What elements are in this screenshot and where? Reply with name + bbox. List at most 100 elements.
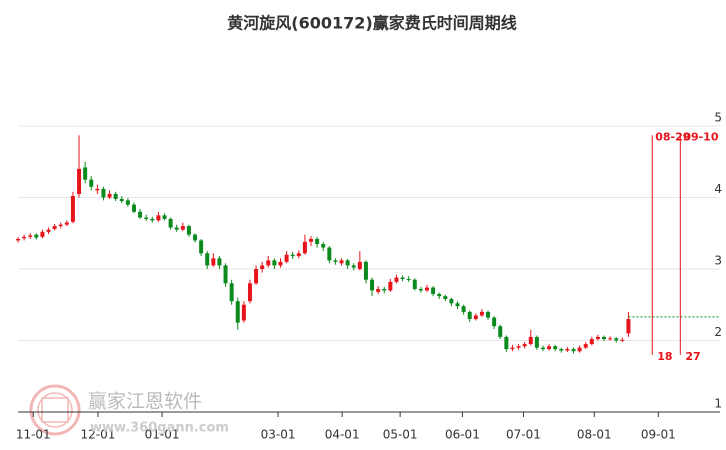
candle-body (107, 193, 112, 198)
candle-body (516, 346, 521, 348)
candle-body (479, 311, 484, 316)
candle-body (46, 229, 51, 232)
candle-body (119, 198, 124, 202)
candle-body (327, 247, 332, 261)
candle-body (528, 336, 533, 345)
candle-body (162, 215, 167, 219)
x-tick-label: 08-01 (577, 428, 612, 442)
candle-body (254, 269, 259, 284)
candle-body (290, 254, 295, 257)
watermark-name: 赢家江恩软件 (88, 391, 202, 413)
watermark-url: www.360gann.com (90, 421, 229, 436)
candle-body (443, 296, 448, 300)
candle-body (241, 304, 246, 321)
candle-body (382, 289, 387, 291)
x-tick-label: 06-01 (445, 428, 480, 442)
x-tick-label: 11-01 (16, 428, 51, 442)
cycle-date: 08-29 (655, 130, 690, 143)
candle-body (229, 283, 234, 302)
candle-body (193, 234, 198, 241)
candle-body (400, 277, 405, 280)
y-tick-label: 3 (714, 254, 722, 268)
candle-body (473, 315, 478, 320)
candle-body (467, 311, 472, 320)
candle-body (608, 338, 613, 340)
candle-body (571, 349, 576, 352)
candle-body (101, 188, 106, 198)
candle-body (315, 238, 320, 244)
candle-body (614, 338, 619, 341)
candle-body (583, 344, 588, 348)
watermark-logo (29, 384, 81, 436)
candle-body (486, 311, 491, 318)
candle-body (217, 258, 222, 266)
candle-body (211, 258, 216, 266)
candle-body (504, 336, 509, 350)
candle-body (22, 236, 27, 239)
candle-body (296, 253, 301, 257)
candle-body (174, 227, 179, 230)
candle-body (260, 265, 265, 269)
candle-body (186, 226, 191, 235)
candle-body (455, 303, 460, 307)
candle-body (351, 265, 356, 268)
candle-body (449, 299, 454, 304)
y-tick-label: 4 (714, 182, 722, 196)
candle-body (602, 336, 607, 340)
candle-body (620, 339, 625, 341)
candle-body (321, 243, 326, 248)
chart-title: 黄河旋风(600172)赢家费氏时间周期线 (227, 14, 516, 33)
candle-body (626, 319, 631, 334)
candle-body (52, 226, 57, 229)
candle-body (431, 287, 436, 295)
candle-body (180, 226, 185, 230)
candle-body (547, 346, 552, 350)
candle-body (394, 277, 399, 282)
candle-body (144, 217, 149, 219)
candle-body (131, 204, 136, 212)
candle-body (199, 240, 204, 254)
candle-body (58, 224, 63, 227)
candle-body (406, 279, 411, 281)
candle-body (125, 200, 130, 205)
candle-body (333, 260, 338, 262)
cycle-date: 09-10 (683, 130, 719, 143)
x-tick-label: 12-01 (81, 428, 116, 442)
candle-body (357, 261, 362, 269)
candle-body (553, 346, 558, 350)
x-tick-label: 01-01 (145, 428, 180, 442)
candle-body (565, 349, 570, 351)
candle-body (272, 260, 277, 266)
candle-body (150, 218, 155, 221)
candle-body (284, 254, 289, 262)
y-tick-label: 1 (714, 397, 722, 411)
candle-body (34, 234, 39, 238)
candle-body (437, 294, 442, 297)
candle-body (412, 279, 417, 290)
candle-body (247, 283, 252, 302)
candle-body (205, 253, 210, 266)
candle-body (461, 306, 466, 312)
candle-body (40, 231, 45, 237)
candle-body (589, 339, 594, 345)
x-tick-label: 09-01 (641, 428, 676, 442)
candle-body (168, 218, 173, 228)
x-tick-label: 04-01 (325, 428, 360, 442)
candle-body (534, 336, 539, 348)
candle-body (498, 326, 503, 337)
candle-body (235, 301, 240, 323)
candle-body (540, 347, 545, 350)
candle-body (309, 238, 314, 242)
candle-body (89, 179, 94, 187)
y-tick-label: 5 (714, 111, 722, 125)
candle-body (522, 344, 527, 347)
candle-body (370, 279, 375, 291)
cycle-count: 18 (657, 350, 672, 363)
candle-body (278, 261, 283, 266)
candle-body (266, 260, 271, 266)
candle-body (363, 261, 368, 280)
candle-body (64, 222, 69, 225)
candle-body (388, 281, 393, 291)
candle-body (138, 211, 143, 218)
